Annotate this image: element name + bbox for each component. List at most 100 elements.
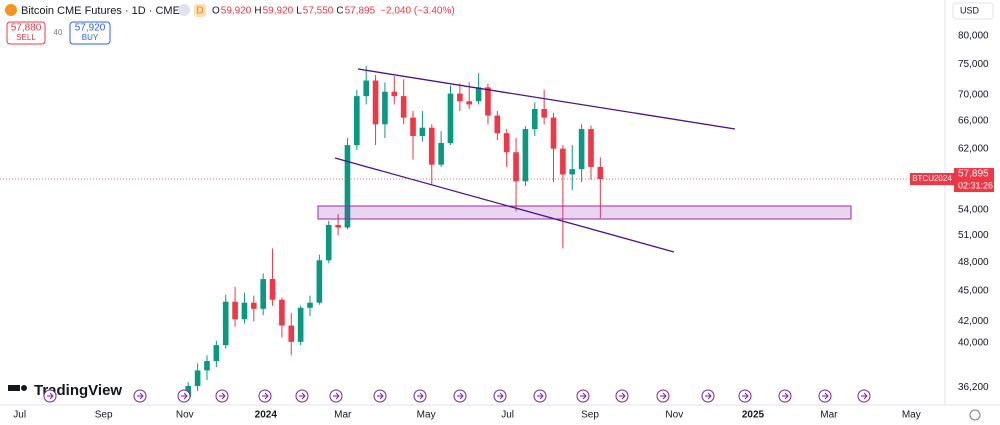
event-icon xyxy=(742,392,749,400)
event-icon xyxy=(782,392,789,400)
x-tick-label: Jul xyxy=(13,410,26,421)
ohlc-change: −2,040 (−3.40%) xyxy=(380,6,455,17)
plot-area xyxy=(185,66,604,399)
candle-body xyxy=(363,80,370,97)
candle-body xyxy=(522,129,529,182)
x-tick-label: Sep xyxy=(581,410,599,421)
event-icon xyxy=(705,392,712,400)
ohlc-value: 59,920 xyxy=(221,6,252,17)
candle-body xyxy=(372,80,379,125)
event-icon xyxy=(181,392,188,400)
event-icon xyxy=(580,392,587,400)
event-icon xyxy=(660,392,667,400)
x-tick-label: Sep xyxy=(95,410,113,421)
x-tick-label: Nov xyxy=(665,410,683,421)
candle-body xyxy=(241,302,248,320)
candle-body xyxy=(419,127,426,136)
candle-body xyxy=(569,169,576,175)
symbol-title: Bitcoin CME Futures · 1D · CME xyxy=(21,5,180,17)
countdown: 02:31:26 xyxy=(958,180,993,190)
candle-body xyxy=(457,93,463,102)
candle-body xyxy=(260,279,266,309)
y-tick-label: 40,000 xyxy=(958,338,989,349)
settings-icon[interactable] xyxy=(969,409,981,421)
candle-body xyxy=(251,302,257,309)
candle-body xyxy=(213,345,220,362)
candle-body xyxy=(578,129,585,170)
candle-body xyxy=(466,101,473,105)
x-tick-label: 2024 xyxy=(255,410,278,421)
y-tick-label: 48,000 xyxy=(958,257,989,268)
y-tick-label: 51,000 xyxy=(958,230,989,241)
x-tick-label: Mar xyxy=(820,410,838,421)
candle-body xyxy=(485,87,491,116)
y-tick-label: 70,000 xyxy=(958,89,989,100)
event-icon xyxy=(299,392,306,400)
event-icon xyxy=(417,392,424,400)
event-icon xyxy=(537,392,544,400)
candle-body xyxy=(325,224,332,261)
candle-body xyxy=(307,302,313,308)
support-zone xyxy=(317,205,852,220)
buy-button[interactable] xyxy=(69,21,111,45)
candle-body xyxy=(541,109,547,118)
x-tick-label: Mar xyxy=(334,410,352,421)
candle-body xyxy=(410,117,416,136)
price-tag xyxy=(954,168,994,193)
candle-body xyxy=(400,96,407,118)
event-icon xyxy=(262,392,269,400)
candle-body xyxy=(428,127,435,165)
candle-body xyxy=(531,109,538,130)
candle-body xyxy=(513,152,519,182)
y-tick-label: 42,000 xyxy=(958,316,989,327)
candle-body xyxy=(288,325,295,342)
candle-body xyxy=(391,91,398,97)
ohlc-label: C xyxy=(336,6,343,17)
ohlc-label: H xyxy=(254,6,261,17)
candle-body xyxy=(550,117,557,149)
candle-body xyxy=(204,361,210,371)
candle-body xyxy=(222,301,229,346)
x-tick-label: Nov xyxy=(176,410,194,421)
candle-body xyxy=(475,87,482,102)
buy-label: BUY xyxy=(82,33,99,42)
candle-body xyxy=(297,307,304,342)
candle-body xyxy=(279,299,285,326)
ohlc: O 59,920 H 59,920 L 57,550 C 57,895 −2,040 (−3.4… xyxy=(212,6,455,17)
candle-body xyxy=(335,224,341,228)
candle-body xyxy=(269,279,276,300)
symbol-icon xyxy=(5,4,17,16)
candle-body xyxy=(194,370,201,386)
candle-body xyxy=(344,145,351,228)
status-icon xyxy=(178,4,190,16)
ohlc-label: L xyxy=(296,6,302,17)
badge xyxy=(194,4,206,17)
candle-body xyxy=(494,115,501,134)
buy-price: 57,920 xyxy=(75,23,106,34)
ohlc-label: O xyxy=(212,6,220,17)
event-icon xyxy=(137,392,144,400)
candle-body xyxy=(354,96,360,146)
sell-button[interactable] xyxy=(6,21,46,45)
candle-body xyxy=(447,93,454,143)
y-tick-label: 36,200 xyxy=(958,382,989,393)
event-icon xyxy=(219,392,226,400)
ohlc-value: 57,550 xyxy=(303,6,334,17)
x-tick-label: Jul xyxy=(501,410,514,421)
y-tick-label: 45,000 xyxy=(958,285,989,296)
badge-text: D xyxy=(196,6,203,17)
currency: USD xyxy=(960,5,980,15)
ohlc-value: 57,895 xyxy=(345,6,376,17)
symbol-tag xyxy=(910,173,954,186)
y-tick-label: 75,000 xyxy=(958,59,989,70)
trend-line xyxy=(334,157,675,253)
y-tick-label: 62,000 xyxy=(958,143,989,154)
currency-button[interactable] xyxy=(952,2,994,20)
x-tick-label: 2025 xyxy=(742,410,765,421)
event-icon xyxy=(47,392,54,400)
candle-body xyxy=(560,148,566,175)
sell-label: SELL xyxy=(16,33,36,42)
candle-body xyxy=(382,91,388,125)
sell-price: 57,880 xyxy=(11,23,42,34)
